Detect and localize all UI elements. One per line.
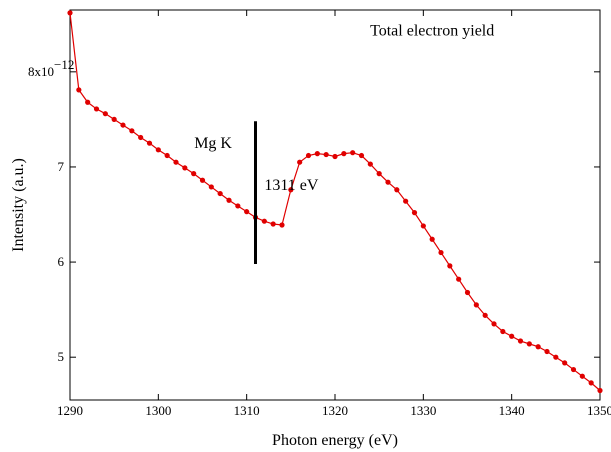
data-point <box>456 276 462 282</box>
data-point <box>288 187 294 193</box>
y-tick-label-5: 5 <box>58 349 65 364</box>
data-point <box>367 161 373 167</box>
data-point <box>129 128 135 134</box>
data-point <box>155 147 161 153</box>
data-point <box>208 184 214 190</box>
data-point <box>85 99 91 105</box>
y-tick-label-8: 8x10 <box>28 64 54 79</box>
data-point <box>526 341 532 347</box>
data-point <box>394 187 400 193</box>
data-point <box>420 223 426 229</box>
data-point <box>579 373 585 379</box>
data-point <box>279 222 285 228</box>
data-point <box>164 152 170 159</box>
y-axis-title: Intensity (a.u.) <box>10 158 27 252</box>
data-point <box>323 151 329 158</box>
data-point <box>535 344 541 350</box>
data-point <box>509 333 515 339</box>
data-point <box>500 328 506 335</box>
y-tick-label-7: 7 <box>58 159 65 174</box>
annotations: Total electron yield Mg K 1311 eV <box>194 23 494 264</box>
data-point <box>570 366 577 373</box>
data-point <box>102 111 108 117</box>
data-point <box>76 87 82 93</box>
data-point <box>226 197 232 203</box>
data-point <box>235 203 241 209</box>
data-point <box>120 122 126 128</box>
data-point <box>314 151 320 157</box>
data-point <box>447 263 453 269</box>
data-point <box>261 218 267 224</box>
x-axis-title: Photon energy (eV) <box>272 432 398 449</box>
x-tick-label-1320: 1320 <box>322 403 348 418</box>
x-tick-label-1310: 1310 <box>234 403 260 418</box>
data-point <box>429 236 435 242</box>
edge-label-mg-k: Mg K <box>194 135 232 152</box>
chart-note-total-electron-yield: Total electron yield <box>370 23 494 40</box>
y-tick-exponent: −12 <box>54 57 74 72</box>
data-point <box>341 151 347 157</box>
data-point <box>199 177 206 183</box>
x-tick-label-1350: 1350 <box>587 403 611 418</box>
data-point <box>297 159 303 165</box>
edge-energy-label: 1311 eV <box>264 177 319 194</box>
data-point <box>305 152 312 159</box>
data-point <box>517 338 524 344</box>
data-point <box>588 380 594 386</box>
data-point <box>411 210 418 216</box>
data-point <box>332 153 338 160</box>
data-point <box>138 134 144 141</box>
data-point <box>173 159 179 165</box>
data-point <box>146 140 153 146</box>
data-point <box>482 312 488 318</box>
data-point <box>491 321 497 327</box>
data-point <box>597 387 603 394</box>
data-point <box>67 10 73 16</box>
data-point <box>403 198 409 204</box>
data-point <box>473 302 479 308</box>
data-point <box>385 179 391 185</box>
data-point <box>358 152 365 159</box>
data-point <box>217 190 223 197</box>
data-point <box>464 289 471 296</box>
data-point <box>111 116 117 122</box>
data-point <box>553 354 559 360</box>
data-point <box>270 221 276 227</box>
y-tick-label-6: 6 <box>58 254 65 269</box>
x-tick-label-1290: 1290 <box>57 403 83 418</box>
data-series <box>67 10 603 394</box>
data-point <box>438 249 444 256</box>
x-tick-label-1340: 1340 <box>499 403 525 418</box>
data-point <box>182 165 188 171</box>
data-point <box>244 209 250 215</box>
data-point <box>376 171 382 177</box>
x-tick-label-1330: 1330 <box>410 403 436 418</box>
data-point <box>562 360 568 366</box>
data-point <box>544 348 550 355</box>
data-point <box>93 106 100 112</box>
x-tick-label-1300: 1300 <box>145 403 171 418</box>
series-line <box>69 12 601 391</box>
data-point <box>191 171 197 177</box>
data-point <box>350 150 356 156</box>
